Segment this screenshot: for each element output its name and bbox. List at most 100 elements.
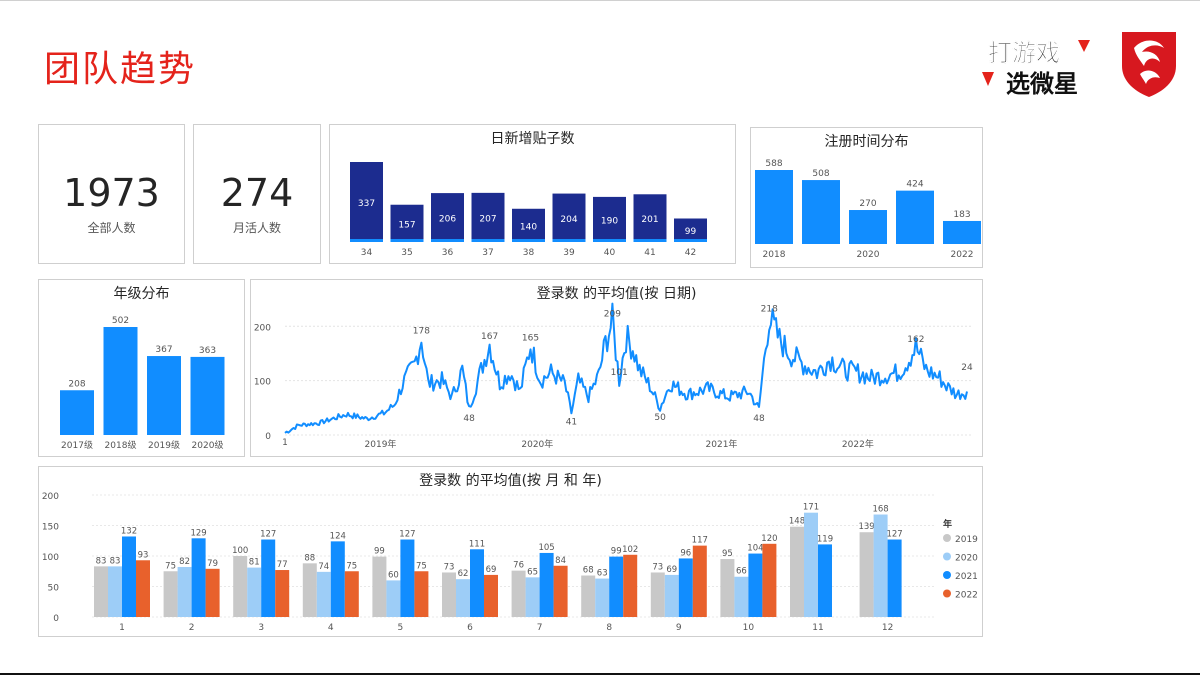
bar: [887, 539, 902, 617]
legend-label: 2019: [955, 535, 978, 545]
x-tick-label: 38: [523, 248, 535, 258]
data-label: 99: [374, 547, 385, 557]
y-tick-label: 200: [254, 323, 271, 333]
data-label: 65: [527, 567, 538, 577]
daily-posts-chart: 337 34 157 35 206 36 207 37 140 38 204 39 190 40 201 41…: [350, 162, 707, 258]
bar-base: [674, 239, 707, 242]
data-label: 270: [859, 199, 876, 209]
bar: [372, 556, 387, 617]
x-tick-label: 2022年: [842, 438, 874, 450]
grade-title: 年级分布: [113, 286, 170, 302]
data-label: 75: [165, 561, 176, 571]
bar: [330, 541, 345, 617]
bar: [94, 566, 108, 617]
bar: [177, 566, 192, 617]
data-label: 120: [761, 534, 777, 544]
x-tick-label: 10: [743, 623, 755, 633]
bar: [400, 539, 415, 617]
bar: [60, 390, 94, 435]
bar: [147, 356, 181, 435]
bar: [553, 565, 568, 617]
bar: [512, 208, 545, 242]
bar-base: [593, 239, 626, 242]
kpi-card-total-members: 1973 全部人数: [38, 124, 185, 264]
bar: [247, 567, 262, 617]
bar-base: [350, 239, 383, 242]
x-tick-label: 35: [401, 248, 412, 258]
data-label: 165: [522, 333, 539, 343]
data-label: 84: [555, 556, 566, 566]
bar: [692, 545, 707, 617]
data-label: 157: [398, 220, 415, 230]
bar: [122, 536, 136, 617]
bar: [456, 579, 470, 617]
bar: [802, 180, 840, 244]
registration-panel: 注册时间分布 588 2018 508 270 2020 424 183 2022: [750, 127, 983, 268]
data-label: 73: [652, 562, 663, 572]
data-label: 127: [399, 530, 415, 540]
y-tick-label: 50: [48, 584, 60, 594]
bar: [804, 512, 818, 617]
data-label: 139: [858, 522, 874, 532]
data-label: 41: [566, 418, 577, 428]
msi-dragon-shield-icon: [1122, 32, 1176, 97]
data-label: 168: [872, 505, 888, 515]
bar: [873, 514, 888, 617]
data-label: 129: [190, 528, 206, 538]
bar-base: [633, 239, 667, 242]
data-label: 83: [96, 556, 107, 566]
data-label: 148: [789, 517, 805, 527]
grade-panel: 年级分布 208 2017级 502 2018级 367 2019级 363 2020级: [38, 279, 245, 457]
daily-posts-panel: 日新增贴子数 337 34 157 35 206 36 207 37 140 38 204 39 190…: [329, 124, 736, 264]
data-label: 424: [906, 180, 923, 190]
bar: [275, 570, 290, 617]
registration-chart: 588 2018 508 270 2020 424 183 2022: [755, 159, 981, 260]
data-label: 69: [666, 565, 677, 575]
x-tick-label: 2019年: [365, 438, 397, 450]
bar: [595, 578, 610, 617]
x-tick-label: 6: [467, 623, 473, 633]
data-label: 82: [179, 557, 190, 567]
x-tick-label: 1: [119, 623, 125, 633]
bar: [748, 553, 763, 617]
bar: [818, 544, 832, 617]
legend-label: 2021: [955, 572, 978, 582]
y-tick-label: 0: [265, 432, 271, 442]
data-label: 171: [803, 503, 819, 513]
bar: [755, 170, 793, 244]
bar: [190, 356, 225, 435]
legend-marker: [943, 571, 951, 579]
legend-title: 年: [943, 518, 952, 530]
x-tick-label: 5: [398, 623, 404, 633]
data-label: 24: [961, 363, 973, 373]
data-label: 76: [513, 561, 524, 571]
bar: [581, 575, 596, 617]
x-tick-label: 7: [537, 623, 543, 633]
kpi-active-value: 274: [220, 171, 294, 215]
data-label: 105: [538, 543, 554, 553]
kpi-active-label: 月活人数: [232, 221, 281, 235]
data-label: 48: [753, 414, 765, 424]
data-label: 63: [597, 569, 608, 579]
data-label: 66: [736, 567, 747, 577]
bar: [414, 571, 429, 617]
data-label: 124: [330, 531, 346, 541]
bar: [859, 532, 874, 617]
x-tick-label: 34: [361, 248, 373, 258]
bar: [205, 568, 220, 617]
data-label: 206: [439, 215, 456, 225]
bar: [552, 193, 586, 242]
bar: [191, 538, 206, 617]
data-label: 127: [886, 530, 902, 540]
x-tick-label: 2020级: [192, 439, 224, 451]
bar-base: [471, 239, 505, 242]
bar: [484, 574, 498, 617]
series-line: [284, 302, 968, 434]
bar: [790, 526, 804, 617]
data-label: 588: [765, 159, 782, 169]
y-tick-label: 0: [53, 614, 59, 624]
logo-line2: 选微星: [1006, 70, 1078, 98]
bar: [233, 556, 248, 617]
bar: [163, 571, 178, 617]
